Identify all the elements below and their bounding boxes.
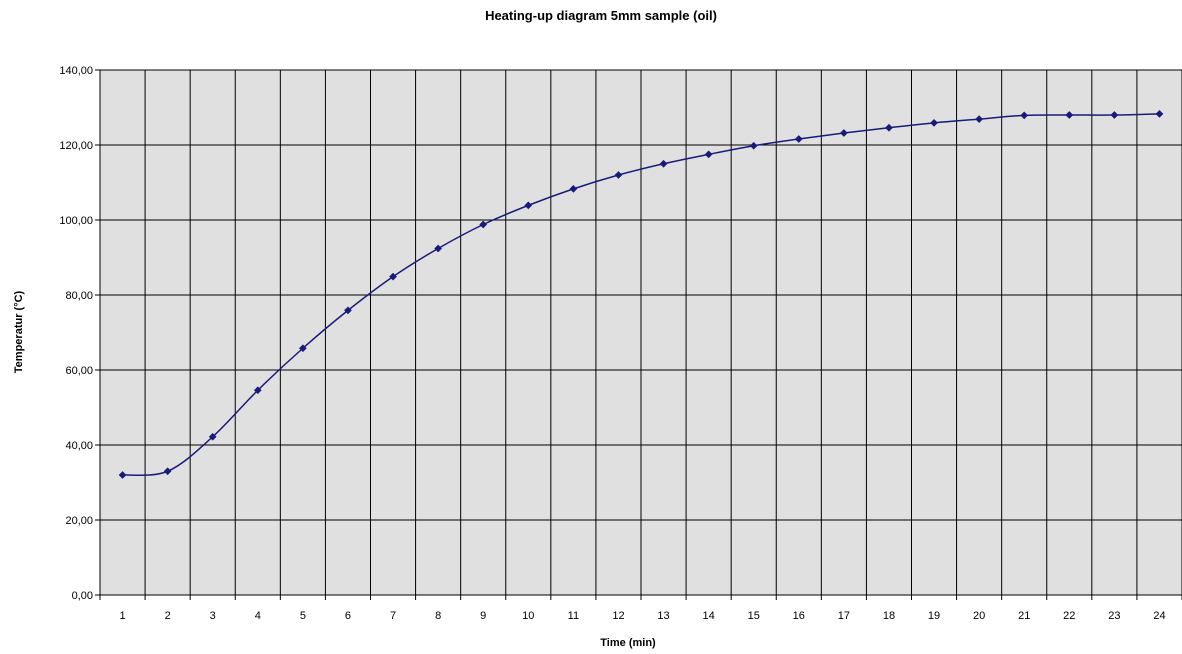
- x-axis-label: Time (min): [600, 637, 656, 649]
- data-point-marker: [1155, 109, 1164, 118]
- x-tick-label: 2: [165, 610, 171, 622]
- data-point-marker: [479, 220, 488, 229]
- y-tick-label: 120,00: [59, 140, 93, 152]
- data-point-marker: [569, 184, 578, 193]
- y-tick-label: 140,00: [59, 65, 93, 77]
- x-tick-label: 5: [300, 610, 306, 622]
- x-tick-label: 17: [838, 610, 850, 622]
- x-tick-label: 19: [928, 610, 940, 622]
- x-tick-label: 9: [480, 610, 486, 622]
- data-point-marker: [885, 123, 893, 132]
- data-point-marker: [659, 159, 668, 168]
- x-tick-label: 21: [1018, 610, 1030, 622]
- data-point-marker: [614, 171, 623, 179]
- data-point-marker: [839, 129, 848, 137]
- grid-lines: [100, 69, 1182, 595]
- data-point-marker: [163, 467, 172, 476]
- x-tick-label: 15: [748, 610, 760, 622]
- data-point-marker: [704, 150, 713, 159]
- y-axis-label: Temperatur (°C): [13, 290, 25, 373]
- data-point-marker: [794, 135, 803, 143]
- x-tick-label: 13: [657, 610, 669, 622]
- data-point-marker: [930, 118, 938, 127]
- x-tick-label: 3: [210, 610, 216, 622]
- data-point-marker: [389, 272, 397, 281]
- y-axis-ticks: 0,00 20,00 40,00 60,00 80,00 100,00 120,00 140,…: [59, 65, 100, 602]
- x-tick-label: 4: [255, 610, 261, 622]
- chart-title: Heating-up diagram 5mm sample (oil): [485, 8, 717, 23]
- data-point-marker: [253, 386, 262, 395]
- y-tick-label: 40,00: [65, 440, 93, 452]
- data-point-marker: [344, 306, 352, 315]
- x-tick-label: 14: [703, 610, 715, 622]
- data-point-marker: [298, 344, 307, 353]
- data-series: [118, 109, 1164, 479]
- x-tick-label: 7: [390, 610, 396, 622]
- x-tick-label: 24: [1153, 610, 1165, 622]
- data-point-marker: [975, 115, 984, 124]
- x-tick-label: 10: [522, 610, 534, 622]
- data-point-marker: [749, 141, 758, 150]
- y-tick-label: 0,00: [72, 590, 93, 602]
- data-point-marker: [434, 244, 443, 253]
- data-point-marker: [208, 432, 217, 441]
- x-tick-label: 1: [119, 610, 125, 622]
- x-tick-label: 18: [883, 610, 895, 622]
- x-tick-label: 8: [435, 610, 441, 622]
- x-tick-label: 6: [345, 610, 351, 622]
- x-tick-label: 22: [1063, 610, 1075, 622]
- data-point-marker: [118, 471, 127, 479]
- x-axis-ticks: 1 2 3 4 5 6 7 8 9 10 11 12 13 14 15 16 17 18 19 20 21 22 23 24: [99, 595, 1182, 622]
- x-tick-label: 16: [793, 610, 805, 622]
- data-point-marker: [1065, 111, 1074, 119]
- y-tick-label: 20,00: [65, 515, 93, 527]
- y-tick-label: 100,00: [59, 215, 93, 227]
- data-point-marker: [524, 201, 533, 210]
- data-point-marker: [1020, 111, 1029, 120]
- y-tick-label: 60,00: [65, 365, 93, 377]
- x-tick-label: 20: [973, 610, 985, 622]
- x-tick-label: 23: [1108, 610, 1120, 622]
- y-tick-label: 80,00: [65, 290, 93, 302]
- data-point-marker: [1110, 111, 1119, 119]
- x-tick-label: 12: [612, 610, 624, 622]
- x-tick-label: 11: [568, 610, 579, 622]
